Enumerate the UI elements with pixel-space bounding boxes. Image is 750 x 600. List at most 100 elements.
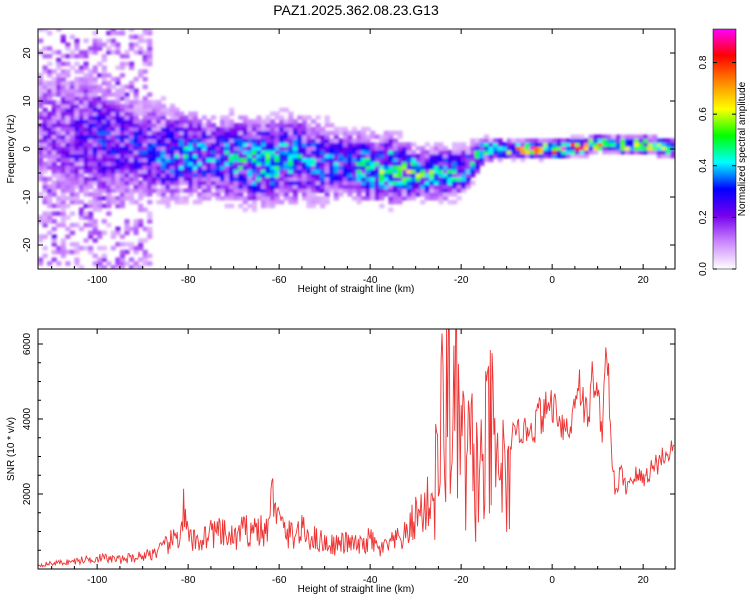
spectrogram-cell [292, 161, 298, 166]
spectrogram-cell [479, 149, 485, 155]
spectrogram-cell [97, 207, 103, 212]
spectrogram-cell [342, 165, 348, 170]
spectrogram-cell [129, 188, 135, 193]
spectrogram-cell [260, 161, 267, 166]
spectrogram-cell [78, 115, 85, 120]
spectrogram-cell [333, 134, 339, 140]
spectrogram-cell [270, 196, 276, 201]
spectrogram-cell [338, 138, 344, 143]
spectrogram-cell [374, 153, 380, 159]
spectrogram-cell [297, 169, 303, 174]
spectrogram-cell [301, 184, 308, 189]
spectrogram-cell [279, 130, 285, 136]
spectrogram-cell [101, 69, 107, 74]
spectrogram-cell [388, 130, 394, 136]
spectrogram-cell [333, 146, 339, 151]
spectrogram-cell [42, 222, 48, 228]
spectrogram-cell [129, 149, 135, 155]
spectrogram-cell [461, 149, 467, 155]
spectrogram-cell [88, 180, 94, 186]
spectrogram-cell [392, 142, 399, 147]
spectrogram-cell [97, 173, 103, 178]
spectrogram-cell [538, 153, 544, 159]
spectrogram-cell [652, 149, 658, 155]
spectrogram-cell [242, 146, 248, 151]
spectrogram-cell [338, 176, 344, 182]
spectrogram-cell [461, 188, 467, 193]
spectrogram-cell [115, 157, 121, 163]
spectrogram-cell [374, 149, 380, 155]
spectrogram-cell [179, 149, 185, 155]
spectrogram-cell [197, 169, 203, 174]
spectrogram-cell [51, 153, 57, 159]
spectrogram-cell [456, 184, 462, 189]
spectrogram-cell [438, 157, 444, 163]
spectrogram-cell [138, 111, 144, 116]
spectrogram-cell [452, 176, 458, 182]
spectrogram-cell [265, 196, 271, 201]
spectrogram-cell [119, 180, 126, 186]
spectrogram-cell [160, 157, 166, 163]
spectrogram-cell [406, 192, 412, 197]
spectrogram-cell [38, 146, 44, 151]
spectrogram-cell [97, 73, 103, 78]
spectrogram-cell [83, 50, 89, 55]
spectrogram-cell [515, 138, 521, 143]
spectrogram-cell [51, 126, 57, 132]
spectrogram-cell [383, 130, 389, 136]
spectrogram-cell [65, 96, 71, 101]
spectrogram-cell [97, 188, 103, 193]
spectrogram-cell [447, 169, 453, 174]
spectrogram-cell [83, 111, 89, 116]
spectrogram-cell [138, 134, 144, 140]
spectrogram-cell [288, 119, 294, 124]
spectrogram-cell [51, 226, 57, 232]
spectrogram-cell [156, 176, 162, 182]
spectrogram-cell [215, 173, 221, 178]
spectrogram-cell [333, 157, 339, 163]
spectrogram-cell [88, 69, 94, 74]
spectrogram-cell [169, 142, 176, 147]
spectrogram-cell [251, 126, 257, 132]
spectrogram-cell [283, 146, 289, 151]
spectrogram-cell [51, 103, 57, 109]
spectrogram-cell [47, 146, 53, 151]
spectrogram-cell [306, 157, 312, 163]
spectrogram-cell [643, 142, 649, 147]
spectrogram-y-tick-label: 0 [22, 146, 33, 152]
spectrogram-cell [288, 184, 294, 189]
spectrogram-cell [215, 180, 221, 186]
spectrogram-cell [424, 184, 430, 189]
spectrogram-cell [92, 96, 98, 101]
spectrogram-cell [483, 153, 490, 159]
spectrogram-cell [488, 138, 494, 143]
spectrogram-cell [74, 42, 80, 47]
spectrogram-cell [251, 203, 257, 209]
spectrogram-cell [147, 261, 153, 266]
spectrogram-cell [292, 134, 298, 140]
spectrogram-cell [38, 138, 44, 143]
spectrogram-cell [115, 184, 121, 189]
spectrogram-cell [351, 157, 358, 163]
spectrogram-cell [584, 142, 590, 147]
spectrogram-cell [306, 142, 312, 147]
spectrogram-cell [138, 238, 144, 243]
spectrogram-cell [201, 192, 207, 197]
spectrogram-cell [65, 153, 71, 159]
spectrogram-cell [92, 30, 98, 36]
spectrogram-cell [133, 265, 139, 269]
spectrogram-cell [297, 123, 303, 128]
spectrogram-cell [474, 165, 480, 170]
spectrogram-cell [338, 192, 344, 197]
spectrogram-cell [392, 146, 399, 151]
spectrogram-cell [192, 130, 198, 136]
spectrogram-cell [147, 176, 153, 182]
snr-x-tick-label: -80 [181, 575, 196, 586]
spectrogram-cell [142, 57, 148, 63]
spectrogram-cell [78, 142, 85, 147]
spectrogram-cell [361, 173, 367, 178]
spectrogram-cell [133, 107, 139, 113]
spectrogram-cell [406, 149, 412, 155]
spectrogram-cell [374, 173, 380, 178]
spectrogram-cell [270, 142, 276, 147]
